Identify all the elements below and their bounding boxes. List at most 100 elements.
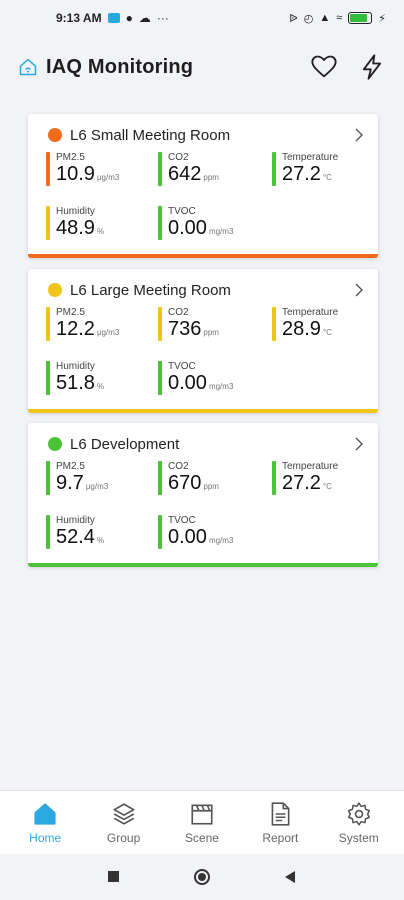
metric-unit: ppm <box>203 482 219 491</box>
metric-status-bar <box>272 307 276 341</box>
favorite-heart-icon[interactable] <box>310 53 338 81</box>
metric-value: 28.9 <box>282 318 321 340</box>
bluetooth-icon: ᐉ <box>289 12 298 25</box>
metric-label: Temperature <box>282 461 339 472</box>
metric-unit: °C <box>322 173 332 182</box>
metric-unit: °C <box>322 482 332 491</box>
metric-tvoc: TVOC 0.00 mg/m3 <box>158 361 272 395</box>
metric-value: 0.00 <box>168 372 207 394</box>
nav-home[interactable]: Home <box>12 801 78 845</box>
metric-value: 0.00 <box>168 526 207 548</box>
metric-humidity: Humidity 51.8% <box>46 361 158 395</box>
metric-label: Temperature <box>282 307 339 318</box>
metric-label: TVOC <box>168 206 196 217</box>
metric-label: CO2 <box>168 307 189 318</box>
room-status-dot <box>48 283 62 297</box>
nav-home-label: Home <box>29 830 62 845</box>
nav-group-label: Group <box>106 830 141 845</box>
layers-icon <box>113 802 135 825</box>
metric-temperature: Temperature 28.9 °C <box>272 307 384 341</box>
recents-square-icon[interactable] <box>107 870 121 884</box>
nav-system[interactable]: System <box>326 801 392 845</box>
metric-status-bar <box>46 206 50 240</box>
lightning-icon[interactable] <box>358 53 386 81</box>
metric-value: 670 <box>168 472 202 494</box>
metric-unit: mg/m3 <box>208 227 234 236</box>
metric-unit: mg/m3 <box>208 382 234 391</box>
metric-label: CO2 <box>168 461 189 472</box>
metric-temperature: Temperature 27.2 °C <box>272 461 384 495</box>
nav-group[interactable]: Group <box>91 801 157 845</box>
room-card[interactable]: L6 Development PM2.5 9.7 μg/m3 CO2 670 ppm Temp… <box>28 423 378 567</box>
metric-unit: μg/m3 <box>96 328 120 337</box>
room-card[interactable]: L6 Small Meeting Room PM2.5 10.9 μg/m3 CO2 64… <box>28 114 378 258</box>
room-name: L6 Large Meeting Room <box>70 281 231 299</box>
nav-report-label: Report <box>262 830 299 845</box>
page-title: IAQ Monitoring <box>46 55 194 78</box>
home-icon <box>34 802 56 825</box>
room-status-dot <box>48 437 62 451</box>
metric-unit: μg/m3 <box>96 173 120 182</box>
metric-temperature: Temperature 27.2 °C <box>272 152 384 186</box>
metric-pm2-5: PM2.5 10.9 μg/m3 <box>46 152 158 186</box>
metric-value: 52.4 <box>56 526 95 548</box>
nav-system-label: System <box>338 830 379 845</box>
home-circle-icon[interactable] <box>193 868 211 886</box>
battery-icon <box>348 12 373 24</box>
metric-value: 10.9 <box>56 163 95 185</box>
smart-home-icon <box>19 58 37 76</box>
metric-status-bar <box>158 307 162 341</box>
metric-label: Temperature <box>282 152 339 163</box>
chevron-right-icon[interactable] <box>352 437 366 451</box>
metric-status-bar <box>46 515 50 549</box>
room-card[interactable]: L6 Large Meeting Room PM2.5 12.2 μg/m3 CO2 73… <box>28 269 378 413</box>
metric-status-bar <box>158 461 162 495</box>
metric-label: CO2 <box>168 152 189 163</box>
room-card-header: L6 Development <box>28 435 378 453</box>
app-notification-icon <box>107 13 120 23</box>
metric-unit: μg/m3 <box>85 482 109 491</box>
metric-value: 9.7 <box>56 472 84 494</box>
room-metrics: PM2.5 9.7 μg/m3 CO2 670 ppm Temperature 27.2 °C H… <box>28 453 378 549</box>
metric-co2: CO2 736 ppm <box>158 307 272 341</box>
metric-label: TVOC <box>168 361 196 372</box>
metric-humidity: Humidity 48.9% <box>46 206 158 240</box>
room-status-underline <box>28 409 378 413</box>
chevron-right-icon[interactable] <box>352 128 366 142</box>
metric-label: PM2.5 <box>56 152 85 163</box>
metric-value: 27.2 <box>282 472 321 494</box>
metric-label: Humidity <box>56 361 95 372</box>
metric-status-bar <box>158 152 162 186</box>
metric-value: 642 <box>168 163 202 185</box>
signal-icon: ▲ <box>319 12 331 24</box>
nav-report[interactable]: Report <box>247 801 313 845</box>
cloud-icon: ☁ <box>138 11 151 25</box>
alarm-icon: ◴ <box>303 12 314 25</box>
charging-icon: ⚡ <box>378 12 386 25</box>
room-card-header: L6 Small Meeting Room <box>28 126 378 144</box>
room-status-underline <box>28 563 378 567</box>
metric-status-bar <box>46 361 50 395</box>
metric-status-bar <box>46 307 50 341</box>
wifi-icon: ≈ <box>336 12 343 24</box>
bottom-navigation: Home Group Scene Report System <box>0 790 404 854</box>
metric-unit: % <box>96 382 105 391</box>
metric-value: 27.2 <box>282 163 321 185</box>
metric-label: TVOC <box>168 515 196 526</box>
chat-icon: ● <box>125 11 133 25</box>
metric-unit: ppm <box>203 173 219 182</box>
clapperboard-icon <box>191 804 213 825</box>
room-card-header: L6 Large Meeting Room <box>28 281 378 299</box>
metric-status-bar <box>158 206 162 240</box>
room-status-dot <box>48 128 62 142</box>
metric-tvoc: TVOC 0.00 mg/m3 <box>158 515 272 549</box>
back-triangle-icon[interactable] <box>283 870 297 884</box>
metric-status-bar <box>46 461 50 495</box>
room-name: L6 Development <box>70 435 180 453</box>
chevron-right-icon[interactable] <box>352 283 366 297</box>
nav-scene[interactable]: Scene <box>169 801 235 845</box>
metric-value: 51.8 <box>56 372 95 394</box>
system-navigation-bar <box>0 854 404 900</box>
metric-label: PM2.5 <box>56 461 85 472</box>
metric-label: Humidity <box>56 206 95 217</box>
